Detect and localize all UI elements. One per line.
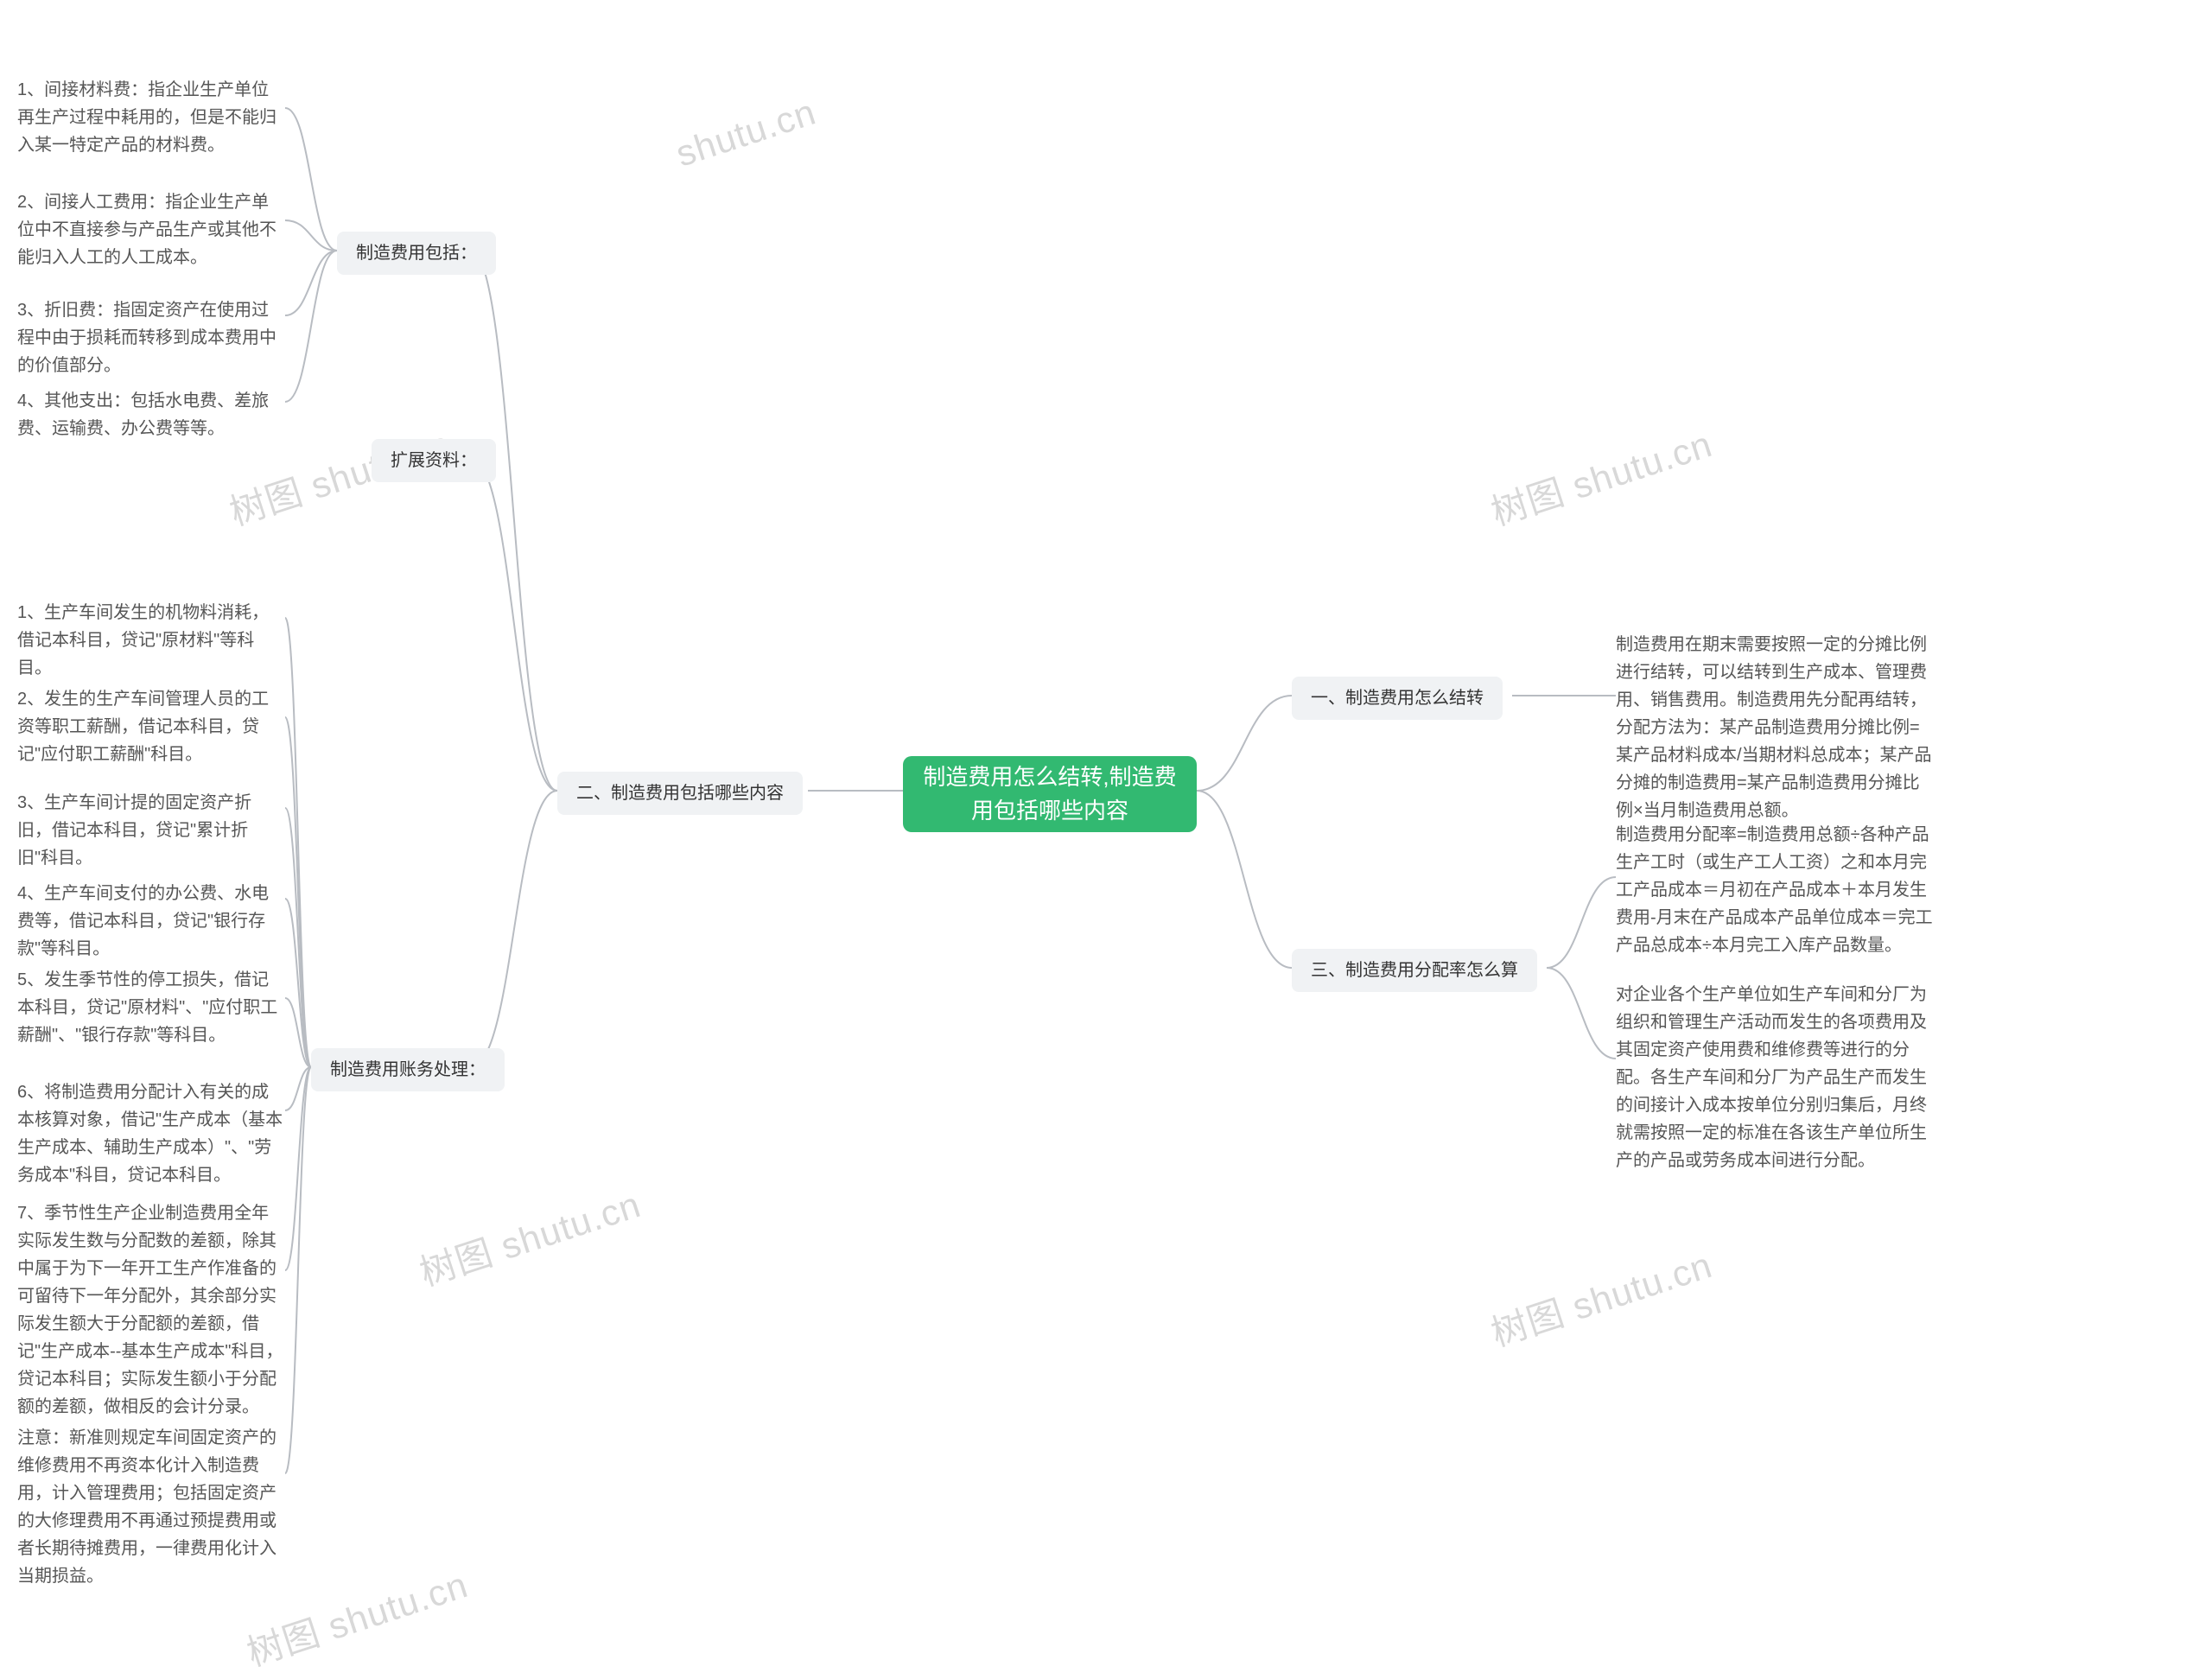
sub3-leaf-2: 2、发生的生产车间管理人员的工资等职工薪酬，借记本科目，贷记"应付职工薪酬"科目… — [17, 685, 285, 768]
sub1-leaf-3: 3、折旧费：指固定资产在使用过程中由于损耗而转移到成本费用中的价值部分。 — [17, 296, 285, 379]
branch-1-leaf: 制造费用在期末需要按照一定的分摊比例进行结转，可以结转到生产成本、管理费用、销售… — [1616, 631, 1936, 824]
sub3-leaf-3: 3、生产车间计提的固定资产折旧，借记本科目，贷记"累计折旧"科目。 — [17, 789, 285, 872]
sub3-leaf-8: 注意：新准则规定车间固定资产的维修费用不再资本化计入制造费用，计入管理费用；包括… — [17, 1424, 285, 1590]
branch-2[interactable]: 二、制造费用包括哪些内容 — [557, 772, 803, 815]
branch-3[interactable]: 三、制造费用分配率怎么算 — [1292, 949, 1537, 992]
sub3-leaf-6: 6、将制造费用分配计入有关的成本核算对象，借记"生产成本（基本生产成本、辅助生产… — [17, 1078, 285, 1189]
watermark: 树图 shutu.cn — [1484, 415, 1718, 536]
watermark: 树图 shutu.cn — [1484, 1236, 1718, 1357]
branch-3-leaf-1: 制造费用分配率=制造费用总额÷各种产品生产工时（或生产工人工资）之和本月完工产品… — [1616, 821, 1936, 959]
sub1-leaf-1: 1、间接材料费：指企业生产单位再生产过程中耗用的，但是不能归入某一特定产品的材料… — [17, 76, 285, 159]
branch-3-leaf-2: 对企业各个生产单位如生产车间和分厂为组织和管理生产活动而发生的各项费用及其固定资… — [1616, 981, 1936, 1174]
sub3-leaf-1: 1、生产车间发生的机物料消耗，借记本科目，贷记"原材料"等科目。 — [17, 599, 285, 682]
sub3-leaf-7: 7、季节性生产企业制造费用全年实际发生数与分配数的差额，除其中属于为下一年开工生… — [17, 1199, 285, 1421]
sub1-leaf-4: 4、其他支出：包括水电费、差旅费、运输费、办公费等等。 — [17, 387, 285, 442]
sub1-leaf-2: 2、间接人工费用：指企业生产单位中不直接参与产品生产或其他不能归入人工的人工成本… — [17, 188, 285, 271]
branch-1[interactable]: 一、制造费用怎么结转 — [1292, 677, 1503, 720]
sub3-leaf-4: 4、生产车间支付的办公费、水电费等，借记本科目，贷记"银行存款"等科目。 — [17, 880, 285, 963]
sub3-leaf-5: 5、发生季节性的停工损失，借记本科目，贷记"原材料"、"应付职工薪酬"、"银行存… — [17, 966, 285, 1049]
watermark: 树图 shutu.cn — [412, 1175, 646, 1296]
root-title-line1: 制造费用怎么结转,制造费 — [923, 760, 1176, 794]
branch-2-sub-3[interactable]: 制造费用账务处理： — [311, 1048, 505, 1091]
root-title-line2: 用包括哪些内容 — [971, 794, 1128, 828]
branch-2-sub-1[interactable]: 制造费用包括： — [337, 232, 496, 275]
branch-2-sub-2[interactable]: 扩展资料： — [372, 439, 496, 482]
root-node[interactable]: 制造费用怎么结转,制造费 用包括哪些内容 — [903, 756, 1197, 832]
watermark: shutu.cn — [671, 91, 821, 175]
